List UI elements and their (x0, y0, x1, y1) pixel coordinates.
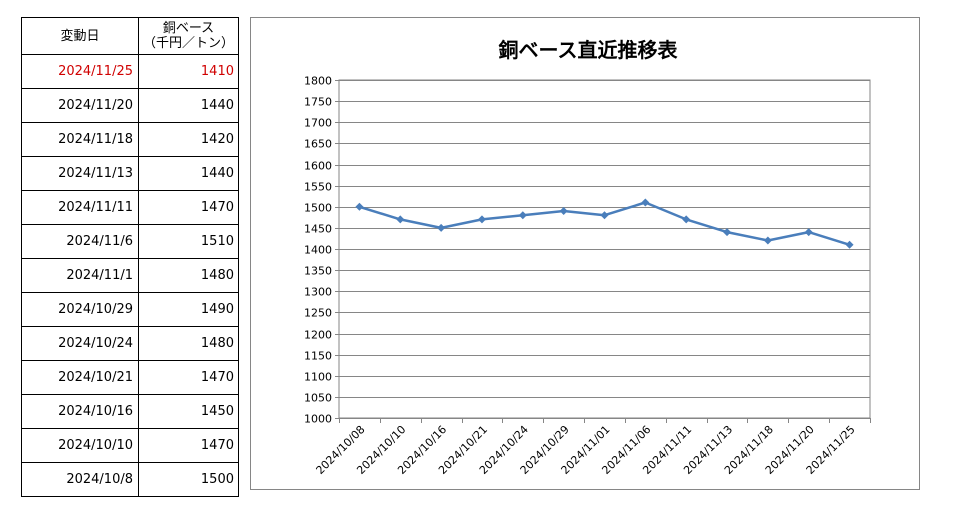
row-price: 1450 (138, 394, 239, 429)
table-row: 2024/11/11 1470 (21, 190, 239, 225)
row-price: 1480 (138, 258, 239, 293)
row-date: 2024/11/6 (21, 224, 139, 259)
row-date: 2024/10/24 (21, 326, 139, 361)
data-point (396, 215, 405, 224)
price-table: 変動日 銅ベース （千円／トン） 2024/11/25 1410 2024/11/2… (21, 17, 239, 497)
y-tick-label: 1500 (304, 202, 332, 215)
y-tick-label: 1050 (304, 392, 332, 405)
row-date: 2024/10/8 (21, 462, 139, 497)
table-header-row: 変動日 銅ベース （千円／トン） (21, 17, 239, 55)
y-tick-label: 1450 (304, 223, 332, 236)
data-point (641, 198, 650, 207)
row-price: 1420 (138, 122, 239, 157)
data-point (355, 202, 364, 211)
y-tick-label: 1000 (304, 413, 332, 426)
row-date: 2024/11/11 (21, 190, 139, 225)
chart-panel: 銅ベース直近推移表 1000 1050 1100 1150 1200 1250 1300 13… (250, 17, 920, 490)
row-price: 1510 (138, 224, 239, 259)
row-date: 2024/11/18 (21, 122, 139, 157)
row-date: 2024/11/20 (21, 88, 139, 123)
series-line (359, 201, 850, 246)
row-price: 1470 (138, 428, 239, 463)
row-date: 2024/10/29 (21, 292, 139, 327)
table-row: 2024/11/20 1440 (21, 88, 239, 123)
data-point (763, 236, 772, 245)
y-tick-label: 1400 (304, 244, 332, 257)
table-body: 2024/11/25 1410 2024/11/20 1440 2024/11/18 14… (21, 54, 239, 497)
series-layer (355, 198, 854, 249)
y-tick-label: 1750 (304, 96, 332, 109)
row-date: 2024/10/10 (21, 428, 139, 463)
row-date: 2024/10/16 (21, 394, 139, 429)
table-row: 2024/10/21 1470 (21, 360, 239, 395)
y-tick-label: 1700 (304, 117, 332, 130)
y-tick-label: 1650 (304, 138, 332, 151)
axis-labels: 1000 1050 1100 1150 1200 1250 1300 1350 1400 1450… (304, 75, 858, 477)
row-price: 1490 (138, 292, 239, 327)
table-row: 2024/11/13 1440 (21, 156, 239, 191)
table-row: 2024/10/16 1450 (21, 394, 239, 429)
data-point (804, 228, 813, 237)
data-point (845, 240, 854, 249)
row-price: 1500 (138, 462, 239, 497)
row-price: 1470 (138, 190, 239, 225)
table-row: 2024/10/8 1500 (21, 462, 239, 497)
y-tick-label: 1100 (304, 371, 332, 384)
y-tick-label: 1350 (304, 265, 332, 278)
data-point (682, 215, 691, 224)
row-date: 2024/11/25 (21, 54, 139, 89)
data-point (559, 206, 568, 215)
y-tick-label: 1300 (304, 286, 332, 299)
y-tick-label: 1200 (304, 329, 332, 342)
table-row: 2024/11/18 1420 (21, 122, 239, 157)
y-tick-label: 1250 (304, 307, 332, 320)
data-point (518, 211, 527, 220)
table-row: 2024/11/1 1480 (21, 258, 239, 293)
row-price: 1440 (138, 156, 239, 191)
table-row: 2024/11/6 1510 (21, 224, 239, 259)
y-tick-label: 1550 (304, 181, 332, 194)
table-row: 2024/10/24 1480 (21, 326, 239, 361)
grid-lines (335, 79, 871, 423)
line-chart: 銅ベース直近推移表 1000 1050 1100 1150 1200 1250 1300 13… (304, 38, 871, 477)
header-price-name: 銅ベース (162, 21, 215, 36)
chart-title: 銅ベース直近推移表 (499, 38, 679, 62)
y-tick-label: 1600 (304, 160, 332, 173)
row-date: 2024/10/21 (21, 360, 139, 395)
y-tick-label: 1150 (304, 350, 332, 363)
table-row: 2024/10/10 1470 (21, 428, 239, 463)
data-point (437, 223, 446, 232)
header-price: 銅ベース （千円／トン） (138, 17, 239, 55)
data-point (723, 228, 732, 237)
row-price: 1470 (138, 360, 239, 395)
data-point (600, 211, 609, 220)
data-point (477, 215, 486, 224)
row-price: 1410 (138, 54, 239, 89)
header-price-unit: （千円／トン） (142, 36, 234, 51)
row-price: 1480 (138, 326, 239, 361)
row-date: 2024/11/13 (21, 156, 139, 191)
header-date: 変動日 (21, 17, 139, 55)
row-price: 1440 (138, 88, 239, 123)
table-row: 2024/11/25 1410 (21, 54, 239, 89)
table-row: 2024/10/29 1490 (21, 292, 239, 327)
row-date: 2024/11/1 (21, 258, 139, 293)
y-tick-label: 1800 (304, 75, 332, 88)
